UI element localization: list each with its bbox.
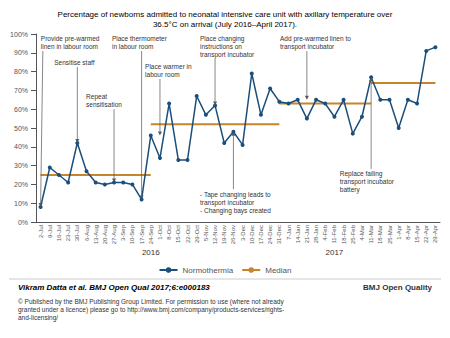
svg-text:transport incubator: transport incubator: [200, 51, 255, 59]
svg-text:10-Dec: 10-Dec: [249, 225, 255, 244]
svg-text:13-Aug: 13-Aug: [93, 225, 99, 244]
svg-text:5-Nov: 5-Nov: [203, 225, 209, 241]
svg-text:and-licensing/: and-licensing/: [18, 314, 58, 322]
svg-text:29-Oct: 29-Oct: [194, 225, 200, 243]
svg-text:Sensitise staff: Sensitise staff: [54, 59, 95, 66]
svg-text:12-Nov: 12-Nov: [212, 225, 218, 244]
svg-text:16-Jul: 16-Jul: [56, 225, 62, 241]
svg-text:6-Aug: 6-Aug: [84, 225, 90, 241]
svg-text:8-Oct: 8-Oct: [166, 225, 172, 240]
svg-text:granted under a licence) pleas: granted under a licence) please go to ht…: [18, 306, 284, 314]
svg-text:10-Sep: 10-Sep: [129, 224, 135, 244]
svg-text:Percentage of newborns admitte: Percentage of newborns admitted to neona…: [58, 10, 393, 19]
svg-text:20-Aug: 20-Aug: [102, 225, 108, 244]
svg-text:15-Oct: 15-Oct: [175, 225, 181, 243]
svg-text:transport incubator: transport incubator: [340, 178, 395, 186]
svg-text:22-Apr: 22-Apr: [423, 225, 429, 243]
svg-text:30-Jul: 30-Jul: [74, 225, 80, 241]
svg-text:instructions on: instructions on: [200, 43, 242, 50]
svg-text:Repeat: Repeat: [86, 93, 107, 101]
svg-text:7-Jan: 7-Jan: [286, 225, 292, 240]
svg-text:9-Jul: 9-Jul: [47, 225, 53, 238]
svg-text:Place thermometer: Place thermometer: [112, 35, 168, 42]
svg-text:labour room: labour room: [145, 71, 180, 78]
svg-text:14-Jan: 14-Jan: [295, 225, 301, 243]
svg-text:- Tape changing leads to: - Tape changing leads to: [200, 191, 271, 199]
svg-text:8-Apr: 8-Apr: [405, 225, 411, 240]
svg-text:4-Feb: 4-Feb: [322, 224, 328, 240]
svg-text:© Published by the BMJ Publish: © Published by the BMJ Publishing Group …: [18, 298, 284, 306]
svg-text:3-Dec: 3-Dec: [240, 225, 246, 241]
svg-text:24-Dec: 24-Dec: [267, 225, 273, 244]
svg-text:Median: Median: [265, 266, 291, 275]
svg-text:4-Mar: 4-Mar: [359, 225, 365, 241]
svg-text:17-Dec: 17-Dec: [258, 225, 264, 244]
svg-text:- Changing bays created: - Changing bays created: [200, 207, 271, 215]
svg-text:18-Mar: 18-Mar: [377, 225, 383, 244]
svg-text:Add pre-warmed linen to: Add pre-warmed linen to: [280, 35, 351, 43]
svg-text:Vikram Datta et al. BMJ Open Q: Vikram Datta et al. BMJ Open Qual 2017;6…: [18, 283, 210, 292]
svg-text:25-Mar: 25-Mar: [387, 225, 393, 244]
svg-text:transport incubator: transport incubator: [280, 43, 335, 51]
svg-text:31-Dec: 31-Dec: [276, 225, 282, 244]
svg-text:30%: 30%: [14, 162, 28, 169]
svg-text:50%: 50%: [14, 125, 28, 132]
svg-text:24-Sep: 24-Sep: [148, 224, 154, 244]
svg-text:2017: 2017: [326, 248, 344, 257]
svg-text:0%: 0%: [18, 219, 28, 226]
svg-text:1-Apr: 1-Apr: [396, 225, 402, 240]
svg-text:17-Sep: 17-Sep: [139, 224, 145, 244]
svg-text:battery: battery: [340, 186, 361, 194]
svg-text:Place warmer in: Place warmer in: [145, 63, 192, 70]
svg-text:1-Oct: 1-Oct: [157, 225, 163, 240]
svg-text:transport incubator: transport incubator: [200, 199, 255, 207]
svg-text:28-Jan: 28-Jan: [313, 225, 319, 243]
svg-text:27-Aug: 27-Aug: [111, 225, 117, 244]
svg-text:20%: 20%: [14, 181, 28, 188]
svg-text:80%: 80%: [14, 68, 28, 75]
svg-text:Normothermia: Normothermia: [183, 266, 234, 275]
svg-text:15-Apr: 15-Apr: [414, 225, 420, 243]
svg-text:70%: 70%: [14, 87, 28, 94]
svg-text:BMJ Open Quality: BMJ Open Quality: [363, 283, 432, 292]
svg-text:in labour room: in labour room: [112, 43, 154, 50]
svg-text:21-Jan: 21-Jan: [304, 225, 310, 243]
svg-text:36.5°C on arrival (July 2016–A: 36.5°C on arrival (July 2016–April 2017)…: [153, 20, 297, 29]
svg-text:10%: 10%: [14, 200, 28, 207]
svg-text:19-Nov: 19-Nov: [221, 225, 227, 244]
svg-text:26-Nov: 26-Nov: [230, 225, 236, 244]
svg-text:29-Apr: 29-Apr: [432, 225, 438, 243]
svg-text:2016: 2016: [142, 248, 160, 257]
svg-text:23-Jul: 23-Jul: [65, 225, 71, 241]
svg-text:40%: 40%: [14, 143, 28, 150]
svg-text:Place changing: Place changing: [200, 35, 245, 43]
svg-text:linen in labour room: linen in labour room: [41, 43, 98, 50]
svg-text:Provide pre-warmed: Provide pre-warmed: [41, 35, 100, 43]
svg-text:11-Feb: 11-Feb: [331, 224, 337, 243]
svg-text:sensitisation: sensitisation: [86, 101, 122, 108]
svg-text:100%: 100%: [10, 31, 28, 38]
svg-text:18-Feb: 18-Feb: [341, 224, 347, 244]
svg-text:22-Oct: 22-Oct: [185, 225, 191, 243]
svg-text:60%: 60%: [14, 106, 28, 113]
svg-text:Replace failing: Replace failing: [340, 170, 383, 178]
svg-text:11-Mar: 11-Mar: [368, 225, 374, 244]
svg-text:25-Feb: 25-Feb: [350, 224, 356, 244]
svg-text:3-Sep: 3-Sep: [120, 224, 126, 241]
svg-text:2-Jul: 2-Jul: [38, 225, 44, 238]
svg-text:90%: 90%: [14, 49, 28, 56]
